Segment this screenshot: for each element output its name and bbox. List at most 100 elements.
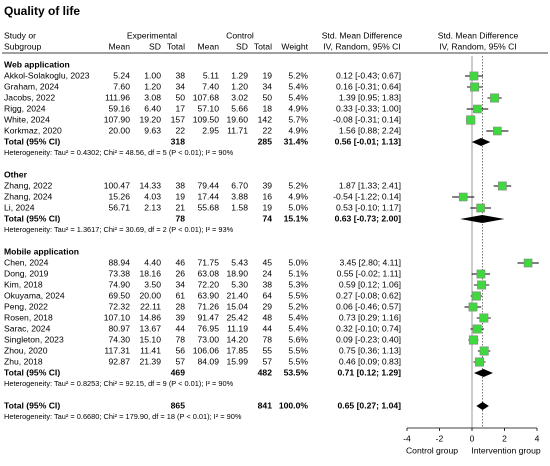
control-cell: 44 xyxy=(262,323,272,333)
control-cell: 71.26 xyxy=(197,301,219,311)
pooled-diamond xyxy=(471,138,491,146)
experimental-cell: 80.97 xyxy=(108,323,130,333)
control-cell: 18 xyxy=(262,103,272,113)
experimental-cell: 21 xyxy=(175,202,185,212)
total-n: 841 xyxy=(258,400,273,410)
control-cell: 3.88 xyxy=(231,191,248,201)
study-ci: 0.33 [-0.33; 1.00] xyxy=(336,103,401,113)
total-label: Total (95% CI) xyxy=(4,367,60,377)
experimental-cell: 57 xyxy=(175,356,185,366)
study-name: Sarac, 2024 xyxy=(4,323,51,333)
total-label: Total (95% CI) xyxy=(4,400,60,410)
control-cell: 19 xyxy=(262,70,272,80)
header-group: Control xyxy=(226,30,254,40)
study-square xyxy=(490,93,500,103)
study-ci: 0.16 [-0.31; 0.64] xyxy=(336,81,401,91)
experimental-cell: 117.31 xyxy=(104,345,130,355)
study-ci: 1.39 [0.95; 1.83] xyxy=(339,92,401,102)
control-cell: 79.44 xyxy=(197,180,219,190)
control-cell: 107.68 xyxy=(193,92,220,102)
control-cell: 71.75 xyxy=(197,257,219,267)
total-weight: 53.5% xyxy=(284,367,309,377)
control-cell: 5.66 xyxy=(231,103,248,113)
experimental-cell: 111.96 xyxy=(105,92,130,102)
experimental-cell: 11.41 xyxy=(140,345,161,355)
study-weight: 5.0% xyxy=(288,257,308,267)
study-square xyxy=(497,181,507,191)
header-column: SD xyxy=(236,41,248,51)
experimental-cell: 19 xyxy=(175,191,185,201)
control-cell: 19 xyxy=(262,202,272,212)
control-cell: 57.10 xyxy=(197,103,219,113)
total-n: 318 xyxy=(171,136,186,146)
control-cell: 106.06 xyxy=(193,345,220,355)
study-ci: 0.75 [0.36; 1.13] xyxy=(339,345,401,355)
control-cell: 78 xyxy=(262,334,272,344)
study-name: Jacobs, 2022 xyxy=(4,92,55,102)
header-column: SD xyxy=(149,41,161,51)
study-name: Rigg, 2024 xyxy=(4,103,46,113)
study-square xyxy=(523,258,533,268)
study-ci: 0.46 [0.09; 0.83] xyxy=(339,356,401,366)
study-weight: 5.0% xyxy=(288,202,308,212)
study-square xyxy=(466,115,476,125)
experimental-cell: 4.40 xyxy=(144,257,161,267)
control-cell: 1.20 xyxy=(231,81,248,91)
study-weight: 5.5% xyxy=(288,356,308,366)
study-name: Graham, 2024 xyxy=(4,81,59,91)
control-cell: 19.60 xyxy=(226,114,248,124)
control-cell: 5.30 xyxy=(231,279,248,289)
subgroup-name: Web application xyxy=(4,59,70,69)
study-name: Kim, 2018 xyxy=(4,279,43,289)
study-name: White, 2024 xyxy=(4,114,50,124)
control-cell: 55 xyxy=(262,345,272,355)
study-name: Zhang, 2024 xyxy=(4,191,52,201)
study-ci: 3.45 [2.80; 4.11] xyxy=(340,257,401,267)
experimental-cell: 20.00 xyxy=(139,290,161,300)
total-label: Total (95% CI) xyxy=(4,136,60,146)
study-name: Singleton, 2023 xyxy=(4,334,64,344)
study-square xyxy=(479,313,489,323)
total-label: Total (95% CI) xyxy=(4,213,60,223)
control-cell: 17.44 xyxy=(197,191,219,201)
study-ci: 0.53 [-0.10; 1.17] xyxy=(336,202,401,212)
control-cell: 142 xyxy=(258,114,273,124)
experimental-cell: 5.24 xyxy=(113,70,130,80)
experimental-cell: 69.50 xyxy=(108,290,130,300)
x-tick-label: 0 xyxy=(470,433,475,443)
study-weight: 5.6% xyxy=(288,334,308,344)
control-cell: 5.11 xyxy=(203,70,219,80)
experimental-cell: 73.38 xyxy=(108,268,130,278)
header-plot: IV, Random, 95% CI xyxy=(439,41,517,51)
study-square xyxy=(469,71,479,81)
study-square xyxy=(476,203,485,213)
control-cell: 50 xyxy=(262,92,272,102)
study-ci: 0.27 [-0.08; 0.62] xyxy=(336,290,401,300)
experimental-cell: 92.87 xyxy=(108,356,130,366)
study-square xyxy=(474,357,484,367)
header-column: Mean xyxy=(198,41,220,51)
experimental-cell: 88.94 xyxy=(108,257,130,267)
control-cell: 21.40 xyxy=(226,290,248,300)
header-plot: Std. Mean Difference xyxy=(438,30,519,40)
study-weight: 5.2% xyxy=(288,301,308,311)
study-ci: 0.12 [-0.43; 0.67] xyxy=(336,70,401,80)
study-ci: 0.32 [-0.10; 0.74] xyxy=(336,323,401,333)
x-tick-label: -2 xyxy=(436,433,444,443)
control-cell: 84.09 xyxy=(197,356,219,366)
control-cell: 1.58 xyxy=(231,202,248,212)
control-cell: 17.85 xyxy=(226,345,248,355)
x-tick-label: -4 xyxy=(403,433,411,443)
experimental-cell: 1.20 xyxy=(144,81,161,91)
chart-title: Quality of life xyxy=(4,4,80,18)
experimental-cell: 100.47 xyxy=(104,180,131,190)
total-ci: 0.63 [-0.73; 2.00] xyxy=(335,213,402,223)
experimental-cell: 107.10 xyxy=(104,312,131,322)
study-square xyxy=(473,104,482,114)
control-cell: 18.90 xyxy=(226,268,248,278)
experimental-cell: 6.40 xyxy=(144,103,161,113)
study-name: Korkmaz, 2020 xyxy=(4,125,62,135)
control-cell: 45 xyxy=(262,257,272,267)
control-cell: 34 xyxy=(262,81,272,91)
experimental-cell: 2.13 xyxy=(144,202,161,212)
